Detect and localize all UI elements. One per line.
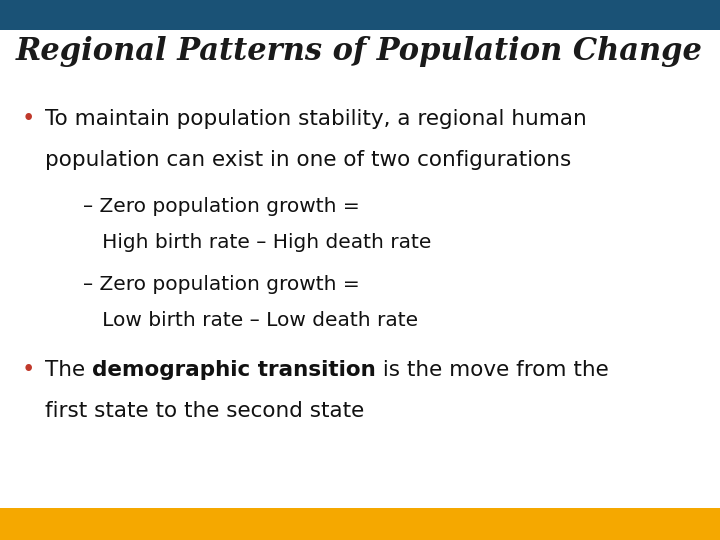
Text: – Zero population growth =: – Zero population growth = — [83, 275, 359, 294]
Text: •: • — [22, 358, 35, 381]
Text: is the move from the: is the move from the — [376, 360, 609, 380]
Text: High birth rate – High death rate: High birth rate – High death rate — [83, 233, 431, 252]
Text: – Zero population growth =: – Zero population growth = — [83, 197, 359, 216]
Text: first state to the second state: first state to the second state — [45, 401, 364, 421]
Text: Low birth rate – Low death rate: Low birth rate – Low death rate — [83, 312, 418, 330]
Text: demographic transition: demographic transition — [92, 360, 376, 380]
Text: To maintain population stability, a regional human: To maintain population stability, a regi… — [45, 109, 587, 129]
Text: The: The — [45, 360, 92, 380]
Text: population can exist in one of two configurations: population can exist in one of two confi… — [45, 151, 572, 171]
Text: Regional Patterns of Population Change: Regional Patterns of Population Change — [16, 36, 703, 68]
Text: •: • — [22, 107, 35, 131]
